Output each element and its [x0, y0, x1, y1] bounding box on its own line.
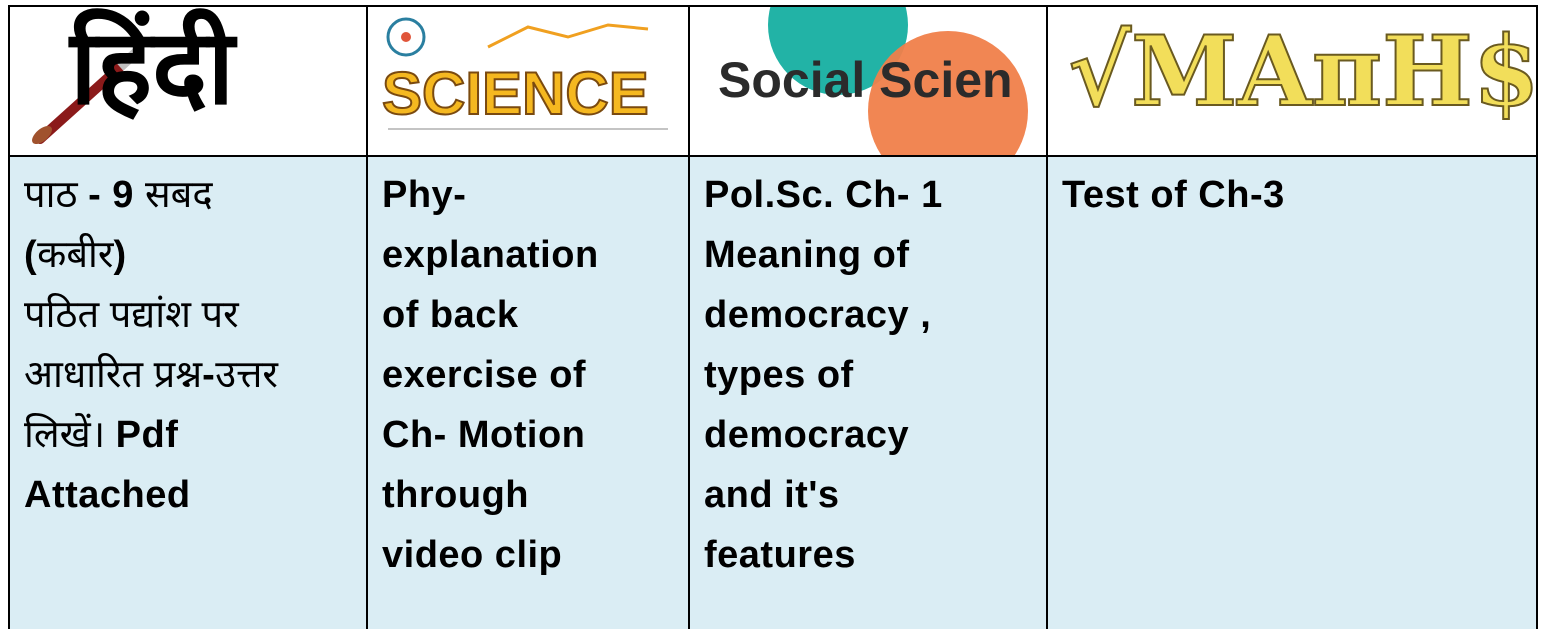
hindi-cell: पाठ - 9 सबद (कबीर) पठित पद्यांश पर आधारित प… [8, 155, 368, 629]
text-segment: - 9 [88, 174, 145, 216]
cell-line: democracy [704, 414, 910, 456]
text-segment: ) [113, 234, 127, 276]
cell-line: Test of Ch-3 [1062, 174, 1285, 216]
cell-line: features [704, 534, 856, 576]
social-circles [768, 7, 1028, 155]
text-segment: सबद [144, 174, 213, 216]
text-segment: ( [24, 234, 38, 276]
maths-title: √MAπH$ [1067, 14, 1538, 129]
social-cell: Pol.Sc. Ch- 1 Meaning of democracy , types … [688, 155, 1048, 629]
social-title: Social Scien [718, 52, 1013, 108]
cell-line: पठित पद्यांश पर [24, 285, 366, 345]
cell-line: video clip [382, 534, 563, 576]
cell-line: आधारित प्रश्न-उत्तर [24, 345, 366, 405]
text-segment: - [202, 354, 216, 396]
cell-line: (कबीर) [24, 225, 366, 285]
cell-line: Attached [24, 465, 366, 525]
cell-line: democracy , [704, 294, 932, 336]
cell-line: लिखें। Pdf [24, 405, 366, 465]
text-segment: कबीर [37, 234, 114, 276]
cell-line: through [382, 474, 530, 516]
science-cell: Phy-explanation of back exercise of Ch- Mot… [366, 155, 690, 629]
text-segment: Attached [24, 474, 191, 516]
cell-line: Meaning of [704, 234, 910, 276]
cell-line: Phy- [382, 174, 467, 216]
hindi-title: हिंदी [70, 6, 235, 128]
text-segment: पाठ [24, 174, 89, 216]
cell-line: explanation [382, 234, 599, 276]
text-segment: उत्तर [215, 354, 278, 396]
cell-line: Ch- Motion [382, 414, 586, 456]
brush-icon [32, 45, 144, 144]
text-segment: लिखें। [24, 414, 116, 456]
science-header: SCIENCE [366, 5, 690, 157]
cell-line: exercise of [382, 354, 587, 396]
cell-line: types of [704, 354, 854, 396]
cell-line: Pol.Sc. Ch- 1 [704, 174, 943, 216]
science-icons [386, 17, 668, 130]
maths-cell: Test of Ch-3 [1046, 155, 1538, 629]
hindi-header: हिंदी [8, 5, 368, 157]
maths-header: √MAπH$ [1046, 5, 1538, 157]
cell-line: of back [382, 294, 519, 336]
science-title: SCIENCE [381, 59, 650, 128]
text-segment: आधारित प्रश्न [24, 354, 203, 396]
cell-line: and it's [704, 474, 840, 516]
cell-line: पाठ - 9 सबद [24, 165, 366, 225]
text-segment: पठित पद्यांश पर [24, 294, 239, 336]
social-header: Social Scien [688, 5, 1048, 157]
text-segment: Pdf [115, 414, 179, 456]
